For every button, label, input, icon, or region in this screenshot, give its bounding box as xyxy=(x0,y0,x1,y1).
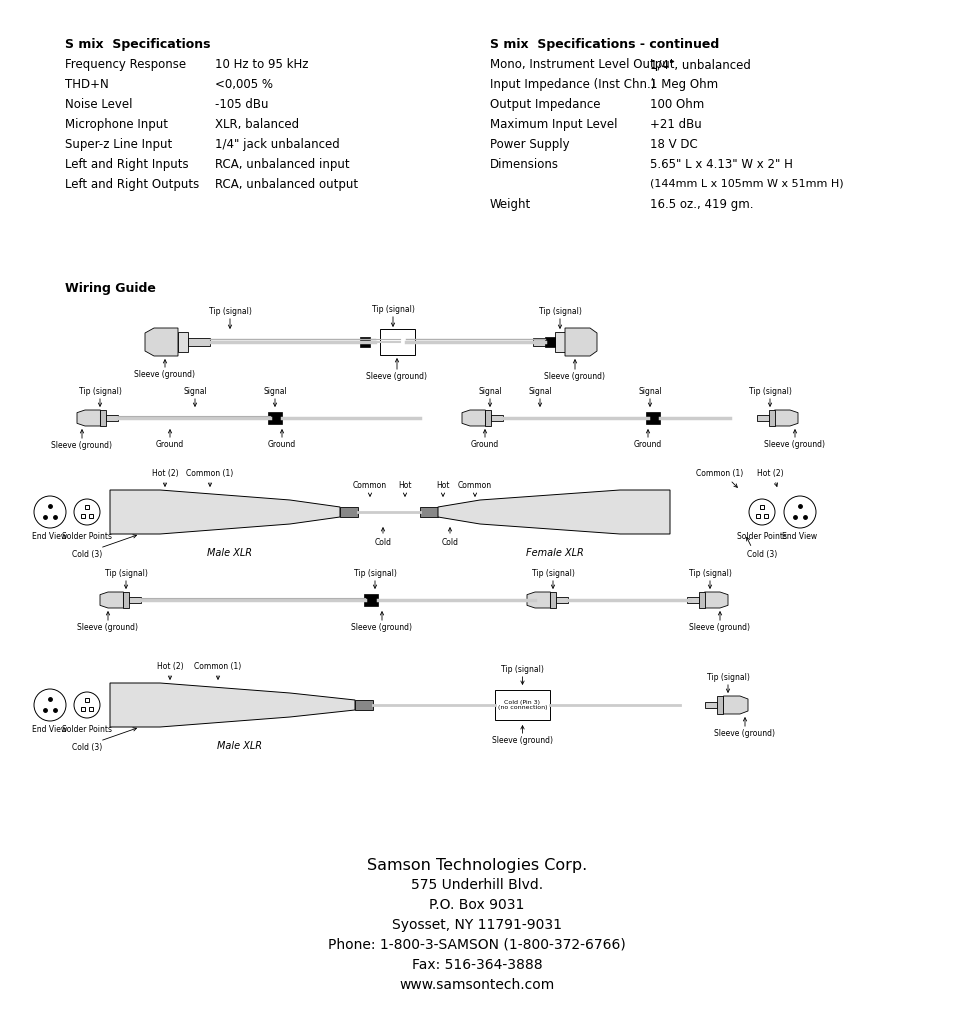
Bar xyxy=(355,700,373,710)
Bar xyxy=(544,337,555,347)
Bar xyxy=(359,337,370,347)
Text: Signal: Signal xyxy=(263,387,287,396)
Text: Male XLR: Male XLR xyxy=(208,548,253,558)
Bar xyxy=(397,338,406,346)
Text: Tip (signal): Tip (signal) xyxy=(354,569,396,578)
Text: Solder Points: Solder Points xyxy=(62,725,112,734)
Text: Fax: 516-364-3888: Fax: 516-364-3888 xyxy=(412,958,541,972)
Text: Cold (Pin 3)
(no connection): Cold (Pin 3) (no connection) xyxy=(497,699,547,711)
Text: Hot (2): Hot (2) xyxy=(152,469,178,478)
Text: 100 Ohm: 100 Ohm xyxy=(649,98,703,111)
Text: Sleeve (ground): Sleeve (ground) xyxy=(51,441,112,450)
Text: Sleeve (ground): Sleeve (ground) xyxy=(544,372,605,381)
Text: Signal: Signal xyxy=(638,387,661,396)
Bar xyxy=(339,507,357,517)
Text: Signal: Signal xyxy=(477,387,501,396)
Text: End View: End View xyxy=(781,532,817,541)
Text: Frequency Response: Frequency Response xyxy=(65,58,186,71)
Text: Sleeve (ground): Sleeve (ground) xyxy=(77,623,138,632)
Text: End View: End View xyxy=(32,532,68,541)
Bar xyxy=(698,592,704,608)
Polygon shape xyxy=(564,328,597,356)
Text: Sleeve (ground): Sleeve (ground) xyxy=(366,372,427,381)
Text: Cold: Cold xyxy=(441,538,458,547)
Bar xyxy=(687,597,698,603)
Text: Solder Points: Solder Points xyxy=(737,532,786,541)
Text: Sleeve (ground): Sleeve (ground) xyxy=(351,623,412,632)
Text: RCA, unbalanced input: RCA, unbalanced input xyxy=(214,158,349,171)
Bar xyxy=(556,597,567,603)
Text: XLR, balanced: XLR, balanced xyxy=(214,118,299,131)
Bar xyxy=(364,594,377,606)
Text: Sleeve (ground): Sleeve (ground) xyxy=(492,736,553,745)
Polygon shape xyxy=(704,592,727,608)
Text: (144mm L x 105mm W x 51mm H): (144mm L x 105mm W x 51mm H) xyxy=(649,178,842,188)
Text: Tip (signal): Tip (signal) xyxy=(748,387,791,396)
Bar xyxy=(130,597,140,603)
Text: 16.5 oz., 419 gm.: 16.5 oz., 419 gm. xyxy=(649,198,753,211)
Bar xyxy=(379,329,415,355)
Text: Hot (2): Hot (2) xyxy=(756,469,782,478)
Text: Sleeve (ground): Sleeve (ground) xyxy=(689,623,750,632)
Bar xyxy=(107,415,117,421)
Text: 18 V DC: 18 V DC xyxy=(649,138,697,151)
Polygon shape xyxy=(77,410,100,426)
Text: 575 Underhill Blvd.: 575 Underhill Blvd. xyxy=(411,878,542,892)
Bar xyxy=(188,338,210,346)
Bar xyxy=(419,507,437,517)
Text: Signal: Signal xyxy=(183,387,207,396)
Text: S mix  Specifications - continued: S mix Specifications - continued xyxy=(490,38,719,51)
Text: Tip (signal): Tip (signal) xyxy=(706,673,749,682)
Text: Tip (signal): Tip (signal) xyxy=(105,569,148,578)
Circle shape xyxy=(34,689,66,721)
Text: Common (1): Common (1) xyxy=(186,469,233,478)
Text: 1/4" jack unbalanced: 1/4" jack unbalanced xyxy=(214,138,339,151)
Text: Sleeve (ground): Sleeve (ground) xyxy=(763,440,824,449)
Text: Phone: 1-800-3-SAMSON (1-800-372-6766): Phone: 1-800-3-SAMSON (1-800-372-6766) xyxy=(328,938,625,952)
Text: Tip (signal): Tip (signal) xyxy=(538,307,580,316)
Bar xyxy=(100,410,107,426)
Text: Cold (3): Cold (3) xyxy=(71,550,102,559)
Text: Sleeve (ground): Sleeve (ground) xyxy=(134,370,195,379)
Text: End View: End View xyxy=(32,725,68,734)
Polygon shape xyxy=(774,410,797,426)
Text: Left and Right Outputs: Left and Right Outputs xyxy=(65,178,199,191)
Text: Ground: Ground xyxy=(471,440,498,449)
Text: Ground: Ground xyxy=(268,440,295,449)
Text: Tip (signal): Tip (signal) xyxy=(500,665,543,674)
Text: 10 Hz to 95 kHz: 10 Hz to 95 kHz xyxy=(214,58,308,71)
Text: THD+N: THD+N xyxy=(65,78,109,91)
Bar xyxy=(491,415,502,421)
Bar xyxy=(268,412,282,424)
Text: Cold (3): Cold (3) xyxy=(746,550,777,559)
Text: Common (1): Common (1) xyxy=(194,662,241,671)
Text: Microphone Input: Microphone Input xyxy=(65,118,168,131)
Bar xyxy=(485,410,491,426)
Text: Tip (signal): Tip (signal) xyxy=(209,307,252,316)
Bar xyxy=(717,696,722,714)
Text: www.samsontech.com: www.samsontech.com xyxy=(399,978,554,992)
Text: Output Impedance: Output Impedance xyxy=(490,98,599,111)
Polygon shape xyxy=(110,490,339,534)
Text: <0,005 %: <0,005 % xyxy=(214,78,273,91)
Text: 1/4", unbalanced: 1/4", unbalanced xyxy=(649,58,750,71)
Text: Ground: Ground xyxy=(633,440,661,449)
Text: Common: Common xyxy=(353,481,387,490)
Text: Tip (signal): Tip (signal) xyxy=(531,569,574,578)
Bar xyxy=(178,332,188,352)
Text: RCA, unbalanced output: RCA, unbalanced output xyxy=(214,178,357,191)
Text: Weight: Weight xyxy=(490,198,531,211)
Polygon shape xyxy=(100,592,123,608)
Text: Hot: Hot xyxy=(436,481,449,490)
Text: Sleeve (ground): Sleeve (ground) xyxy=(714,729,775,738)
Bar xyxy=(705,702,717,708)
Polygon shape xyxy=(110,683,355,727)
Polygon shape xyxy=(526,592,550,608)
Circle shape xyxy=(783,496,815,528)
Text: -105 dBu: -105 dBu xyxy=(214,98,268,111)
Bar xyxy=(533,338,555,346)
Text: Left and Right Inputs: Left and Right Inputs xyxy=(65,158,189,171)
Polygon shape xyxy=(145,328,178,356)
Polygon shape xyxy=(461,410,485,426)
Text: 1 Meg Ohm: 1 Meg Ohm xyxy=(649,78,718,91)
